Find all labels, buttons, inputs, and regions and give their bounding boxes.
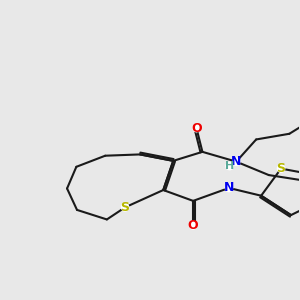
Circle shape <box>190 222 197 229</box>
Text: S: S <box>277 162 286 175</box>
Text: N: N <box>231 155 242 168</box>
Text: O: O <box>188 219 198 232</box>
Circle shape <box>225 184 233 192</box>
Circle shape <box>122 204 129 211</box>
Text: H: H <box>225 161 234 171</box>
Circle shape <box>193 124 200 132</box>
Text: O: O <box>191 122 202 135</box>
Circle shape <box>226 162 233 170</box>
Text: N: N <box>224 182 234 194</box>
Circle shape <box>232 158 240 165</box>
Circle shape <box>278 165 285 172</box>
Text: S: S <box>121 201 130 214</box>
